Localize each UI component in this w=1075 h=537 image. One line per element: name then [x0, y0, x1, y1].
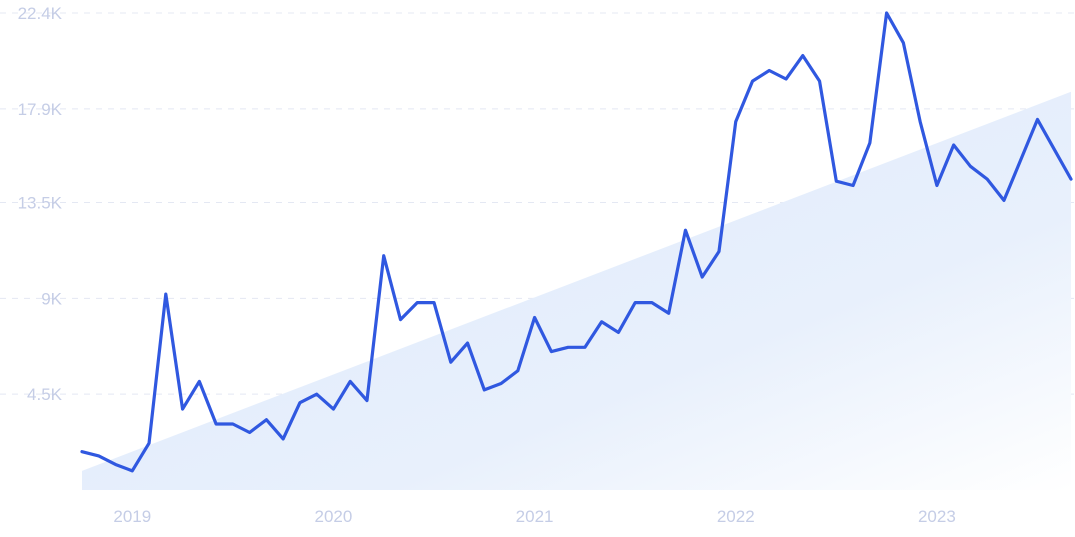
data-point — [650, 301, 654, 305]
y-tick-label: 17.9K — [18, 100, 63, 119]
data-point — [583, 345, 587, 349]
data-point — [767, 68, 771, 72]
data-point — [1069, 177, 1073, 181]
data-point — [1019, 158, 1023, 162]
data-point — [1002, 198, 1006, 202]
y-tick-label: 4.5K — [27, 385, 63, 404]
data-point — [97, 454, 101, 458]
data-point — [214, 422, 218, 426]
data-point — [616, 330, 620, 334]
x-tick-label: 2020 — [315, 507, 353, 526]
data-point — [868, 141, 872, 145]
y-tick-label: 9K — [41, 289, 62, 308]
x-tick-label: 2023 — [918, 507, 956, 526]
data-point — [80, 450, 84, 454]
data-point — [365, 399, 369, 403]
trend-area — [82, 91, 1071, 491]
data-point — [818, 79, 822, 83]
data-point — [348, 379, 352, 383]
data-point — [784, 77, 788, 81]
data-point — [164, 292, 168, 296]
data-point — [885, 11, 889, 15]
data-point — [114, 462, 118, 466]
data-point — [968, 164, 972, 168]
data-point — [449, 360, 453, 364]
data-point — [1035, 117, 1039, 121]
data-point — [331, 407, 335, 411]
data-point — [751, 79, 755, 83]
data-point — [248, 431, 252, 435]
y-axis: 4.5K 9K 13.5K 17.9K 22.4K — [18, 4, 63, 404]
data-point — [499, 382, 503, 386]
series-line — [80, 11, 1073, 473]
data-point — [482, 388, 486, 392]
data-point — [851, 183, 855, 187]
data-point — [398, 318, 402, 322]
data-point — [382, 254, 386, 258]
data-point — [197, 379, 201, 383]
data-point — [566, 345, 570, 349]
data-point — [130, 469, 134, 473]
data-point — [734, 120, 738, 124]
data-point — [801, 54, 805, 58]
data-point — [633, 301, 637, 305]
data-point — [600, 320, 604, 324]
data-point — [298, 401, 302, 405]
x-tick-label: 2021 — [516, 507, 554, 526]
data-point — [432, 301, 436, 305]
data-point — [1052, 147, 1056, 151]
data-point — [549, 350, 553, 354]
data-point — [834, 179, 838, 183]
data-point — [683, 228, 687, 232]
data-point — [935, 183, 939, 187]
y-tick-label: 13.5K — [18, 194, 63, 213]
data-point — [700, 275, 704, 279]
data-point — [918, 120, 922, 124]
data-point — [717, 250, 721, 254]
x-tick-label: 2022 — [717, 507, 755, 526]
data-point — [985, 177, 989, 181]
x-tick-label: 2019 — [113, 507, 151, 526]
data-point — [466, 341, 470, 345]
data-point — [533, 316, 537, 320]
data-point — [281, 437, 285, 441]
data-point — [181, 407, 185, 411]
data-point — [264, 418, 268, 422]
data-point — [901, 41, 905, 45]
data-point — [147, 441, 151, 445]
data-point — [315, 392, 319, 396]
x-axis: 2019 2020 2021 2022 2023 — [113, 507, 955, 526]
data-point — [516, 369, 520, 373]
y-tick-label: 22.4K — [18, 4, 63, 23]
data-point — [952, 143, 956, 147]
data-point — [415, 301, 419, 305]
data-point — [667, 311, 671, 315]
data-point — [231, 422, 235, 426]
